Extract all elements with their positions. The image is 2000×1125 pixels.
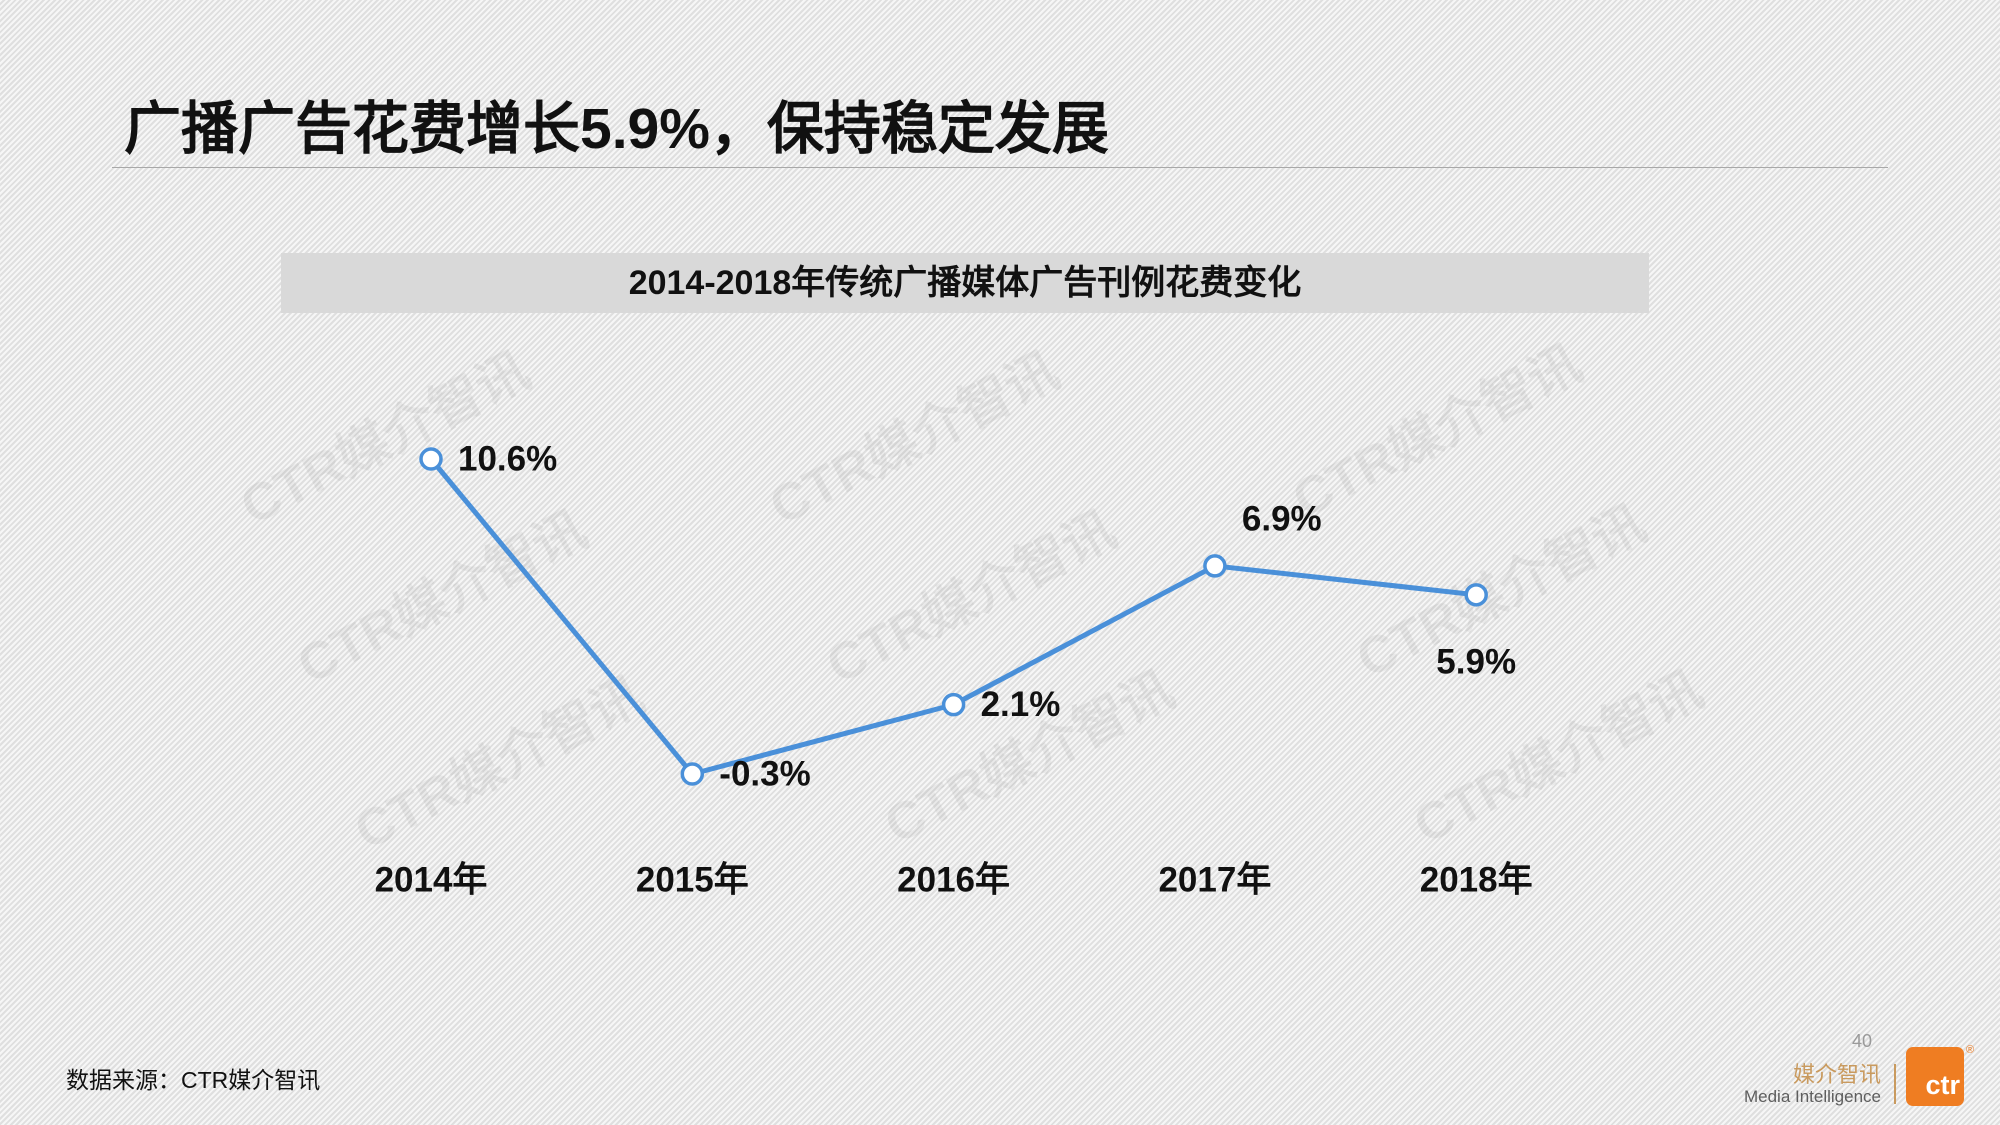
x-tick-label: 2017年	[1158, 861, 1271, 900]
data-label: -0.3%	[719, 755, 810, 794]
registered-mark: ®	[1966, 1044, 1975, 1056]
data-label: 5.9%	[1436, 642, 1516, 681]
logo-chinese-name: 媒介智讯	[1792, 1062, 1881, 1087]
logo-mark-text: ctr	[1925, 1070, 1960, 1100]
data-label: 2.1%	[981, 685, 1061, 724]
logo-english-name: Media Intelligence	[1743, 1087, 1881, 1106]
x-tick-label: 2016年	[897, 861, 1010, 900]
data-label: 10.6%	[458, 440, 557, 479]
title-divider	[112, 167, 1888, 168]
data-point-marker	[941, 692, 966, 717]
data-label: 6.9%	[1242, 499, 1322, 538]
x-tick-label: 2015年	[636, 861, 749, 900]
data-point-marker	[1464, 583, 1488, 607]
x-tick-label: 2014年	[375, 861, 488, 900]
slide-title: 广播广告花费增长5.9%，保持稳定发展	[124, 97, 1109, 161]
data-source-note: 数据来源：CTR媒介智讯	[66, 1067, 321, 1093]
x-tick-label: 2018年	[1420, 861, 1533, 900]
page-number: 40	[1852, 1031, 1873, 1051]
ctr-logo-icon: ctr	[1906, 1047, 1964, 1106]
chart-title: 2014-2018年传统广播媒体广告刊例花费变化	[628, 264, 1302, 302]
logo-divider	[1894, 1064, 1896, 1104]
data-point-marker	[1203, 554, 1227, 578]
data-point-marker	[419, 447, 443, 471]
chart-title-bar: 2014-2018年传统广播媒体广告刊例花费变化	[281, 253, 1649, 313]
data-point-marker	[680, 762, 705, 786]
